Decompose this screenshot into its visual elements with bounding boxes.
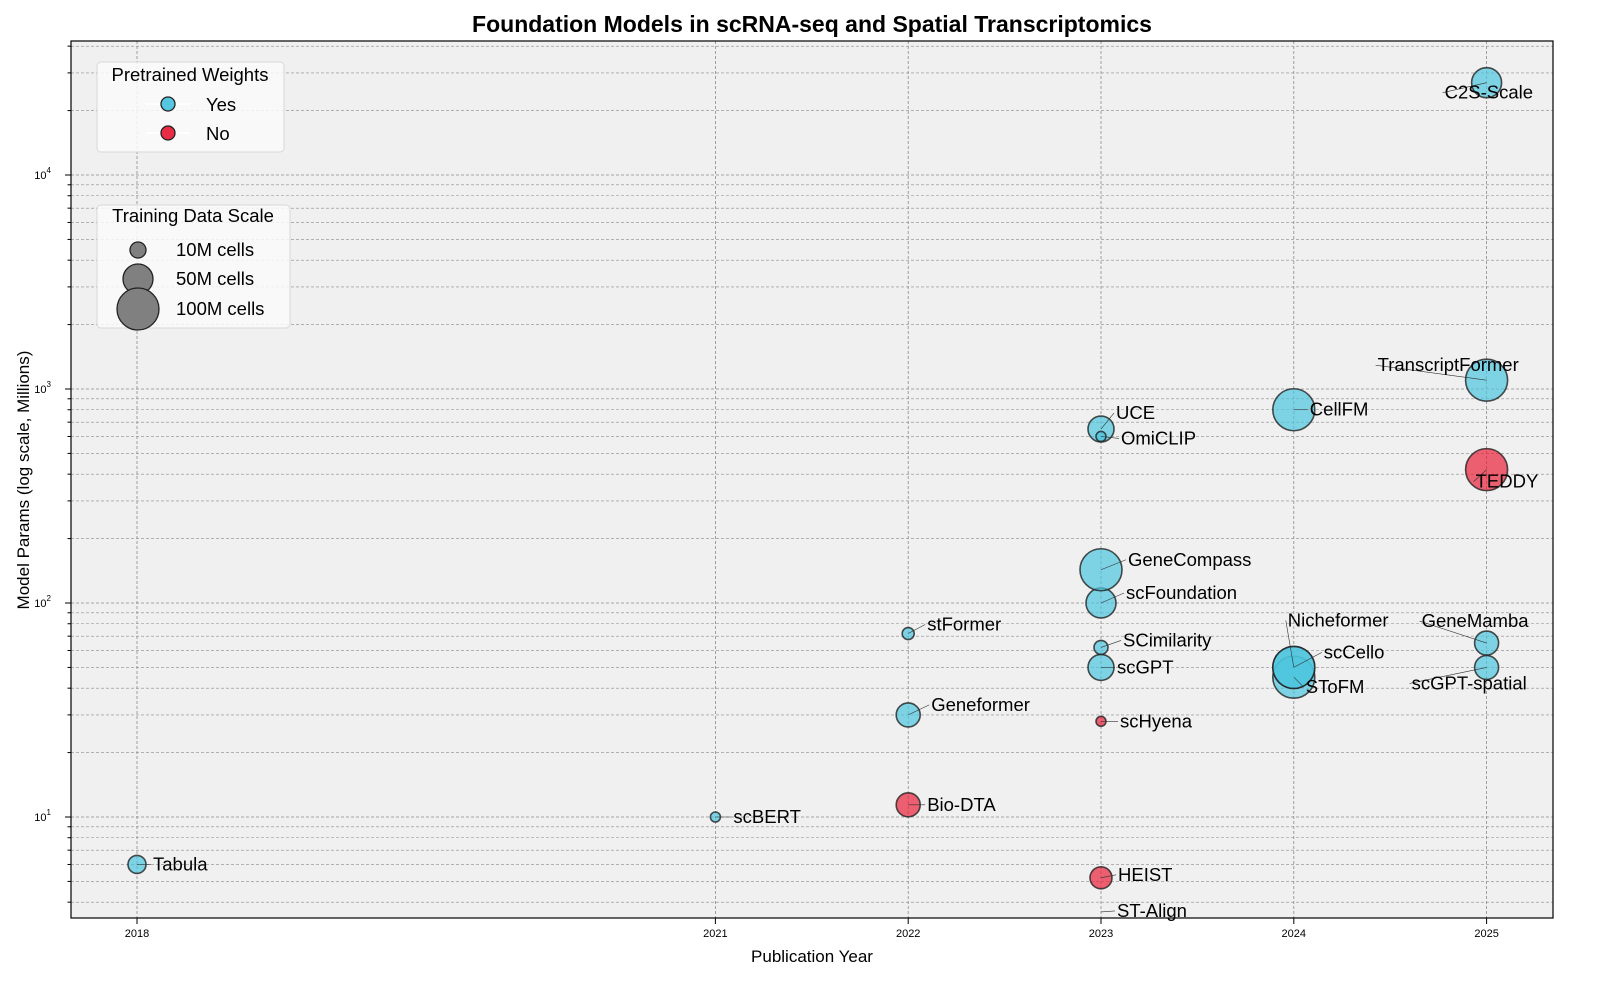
label-leader-line (908, 624, 926, 634)
point-label: GeneCompass (1128, 549, 1251, 570)
point-label: Bio-DTA (927, 794, 996, 815)
y-tick-label: 101 (34, 808, 51, 824)
legend-label: Yes (206, 94, 236, 115)
point-label: scGPT-spatial (1412, 672, 1527, 693)
y-tick-label: 104 (34, 166, 51, 182)
label-leader-line (1100, 640, 1122, 648)
point-label: scCello (1324, 641, 1385, 662)
label-leader-line (1419, 620, 1487, 644)
point-label: UCE (1116, 402, 1155, 423)
legend-size-marker (129, 241, 147, 259)
point-label: scFoundation (1126, 582, 1237, 603)
x-axis-label: Publication Year (751, 947, 873, 966)
legend-label: 50M cells (176, 268, 254, 289)
point-label: SToFM (1306, 676, 1365, 697)
point-label: GeneMamba (1422, 610, 1530, 631)
point-label: HEIST (1118, 864, 1172, 885)
label-leader-line (1409, 667, 1487, 684)
label-leader-line (1293, 652, 1322, 668)
point-label: OmiCLIP (1121, 427, 1196, 448)
legend-title: Training Data Scale (112, 205, 274, 226)
plot-area (71, 41, 1553, 918)
x-tick-label: 2023 (1089, 928, 1113, 940)
label-leader-line (1473, 469, 1487, 482)
point-label: TranscriptFormer (1378, 354, 1519, 375)
label-leader-line (1293, 677, 1305, 688)
x-tick-label: 2024 (1282, 928, 1306, 940)
legend-label: 100M cells (176, 298, 264, 319)
point-label: scGPT (1117, 656, 1174, 677)
point-label: stFormer (927, 614, 1001, 635)
label-leader-line (1442, 82, 1487, 93)
point-label: CellFM (1310, 399, 1369, 420)
y-tick-label: 102 (34, 594, 51, 610)
point-label: SCimilarity (1123, 629, 1212, 650)
legend-box (96, 61, 285, 153)
label-leader-line (1285, 620, 1295, 668)
label-leader-line (1100, 874, 1117, 879)
x-tick-label: 2025 (1474, 928, 1498, 940)
axis-ticks: 2018 2021 2022 2023 2024 2025 101 102 103 104 (34, 45, 1499, 940)
y-axis-label: Model Params (log scale, Millions) (14, 351, 33, 610)
point-label: TEDDY (1476, 471, 1539, 492)
point-label: Tabula (153, 853, 208, 874)
point-labels: Tabula scBERT Bio-DTA Geneformer stFormer scH… (137, 82, 1538, 921)
point-label: scHyena (1120, 710, 1193, 731)
x-tick-label: 2021 (703, 928, 727, 940)
legend-marker (160, 96, 176, 112)
point-label: ST-Align (1117, 900, 1187, 921)
point-label: Nicheformer (1288, 609, 1389, 630)
point-label: C2S-Scale (1445, 82, 1533, 103)
label-leader-line (908, 704, 930, 716)
legend-label: No (206, 123, 230, 144)
chart-title: Foundation Models in scRNA-seq and Spati… (472, 11, 1152, 37)
label-leader-line (1100, 592, 1125, 604)
point-label: scBERT (733, 806, 801, 827)
legend-size-marker (116, 287, 160, 331)
label-leader-line (1100, 412, 1115, 430)
plot-frame (70, 40, 1554, 919)
y-tick-label: 103 (34, 380, 51, 396)
label-leader-line (1100, 436, 1120, 439)
legend-label: 10M cells (176, 239, 254, 260)
legend-title: Pretrained Weights (112, 64, 269, 85)
x-tick-label: 2018 (125, 928, 149, 940)
legend-marker (160, 125, 176, 141)
legend-training-data-scale: Training Data Scale 10M cells 50M cells 10… (96, 204, 291, 331)
x-tick-label: 2022 (896, 928, 920, 940)
legend-pretrained-weights: Pretrained Weights Yes No (96, 61, 285, 153)
label-leader-line (1100, 910, 1116, 913)
label-leader-line (1100, 559, 1127, 571)
point-label: Geneformer (931, 694, 1030, 715)
label-leader-line (1375, 364, 1487, 381)
